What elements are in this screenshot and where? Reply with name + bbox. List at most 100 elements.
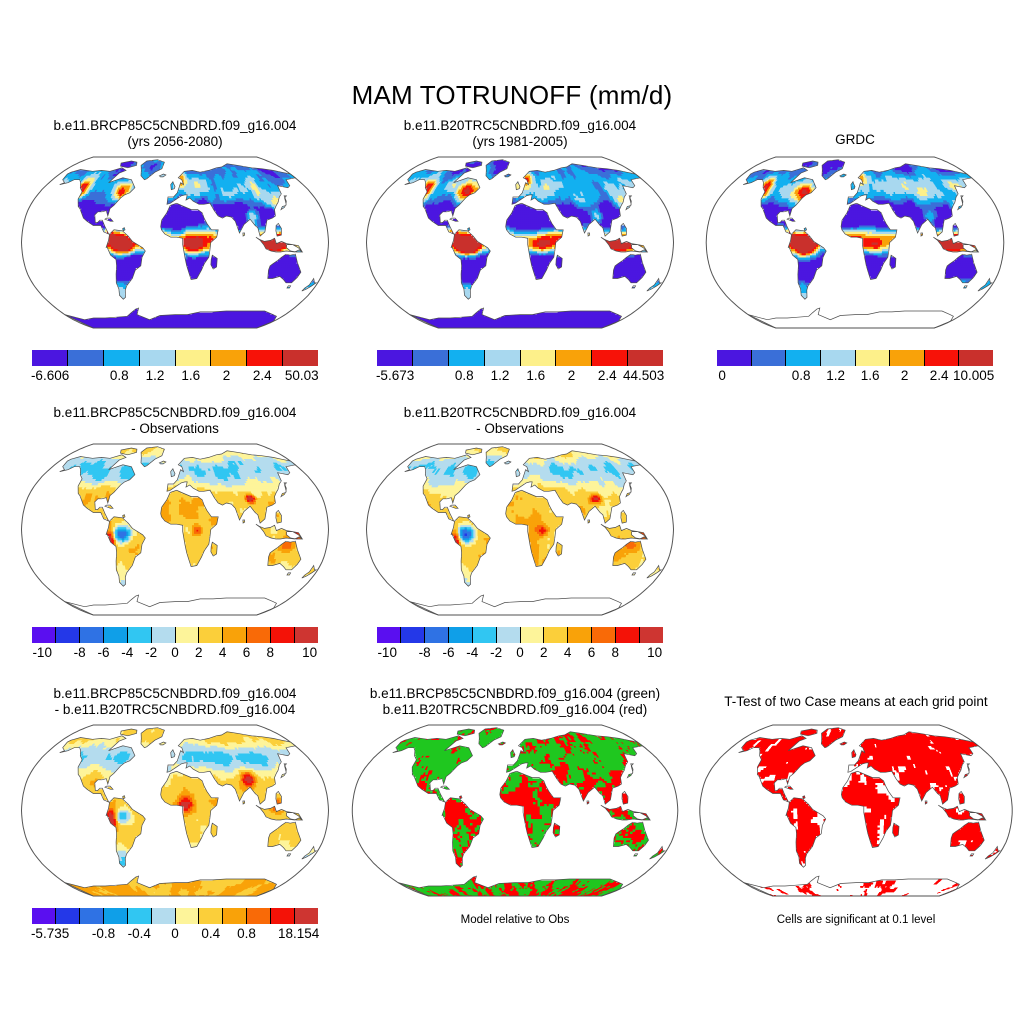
colorbar-segment <box>295 627 319 643</box>
panel-title-green-red-comparison: b.e11.BRCP85C5CNBDRD.f09_g16.004 (green)… <box>340 686 690 717</box>
colorbar-segment <box>592 350 629 366</box>
colorbar-tick-label: 50.03 <box>284 368 319 383</box>
map-rcp85-minus-observations <box>20 443 330 616</box>
colorbar-segment <box>448 627 473 643</box>
map-container-rcp85-minus-observations <box>10 437 340 622</box>
colorbar-segment <box>127 627 152 643</box>
colorbar-tick-label: 0.8 <box>109 368 129 383</box>
colorbar-segment <box>592 627 617 643</box>
colorbar-segment <box>924 350 960 366</box>
map-container-t-test-significance <box>688 718 1024 903</box>
colorbar-labels: -5.735 -0.8 -0.4 0 0.4 0.8 18.154 <box>10 926 340 942</box>
colorbar-segment <box>820 350 856 366</box>
colorbar-tick-label: 10 <box>302 645 318 660</box>
colorbar-segment <box>412 350 449 366</box>
colorbar-tick-label: 2 <box>195 645 203 660</box>
colorbar-tick-label: -10 <box>377 645 397 660</box>
map-rcp85-minus-b20trc <box>20 724 330 897</box>
colorbar-tick-label: -2 <box>145 645 158 660</box>
panel-title-line: - Observations <box>131 420 219 436</box>
colorbar-segment <box>223 627 248 643</box>
colorbar-strip <box>32 350 318 366</box>
colorbar-tick-label: -6.606 <box>30 368 70 383</box>
colorbar-segment <box>151 627 176 643</box>
page-title: MAM TOTRUNOFF (mm/d) <box>351 80 673 110</box>
colorbar-segment <box>199 908 224 924</box>
map-b20trc-minus-observations <box>365 443 675 616</box>
colorbar-tick-label: 2 <box>900 368 909 383</box>
colorbar-tick-label: 2.4 <box>929 368 949 383</box>
colorbar-tick-label: -8 <box>73 645 86 660</box>
panel-title-line: b.e11.B20TRC5CNBDRD.f09_g16.004 (red) <box>382 701 648 717</box>
map-b20trc-historical <box>365 156 675 329</box>
colorbar-segment <box>484 350 521 366</box>
colorbar-segment <box>472 627 497 643</box>
colorbar-tick-label: 1.6 <box>526 368 546 383</box>
panel-title-rcp85-future: b.e11.BRCP85C5CNBDRD.f09_g16.004 (yrs 205… <box>10 118 340 149</box>
map-container-b20trc-minus-observations <box>355 437 685 622</box>
colorbar-segment <box>32 627 56 643</box>
colorbar-segment <box>32 350 68 366</box>
colorbar-labels: -10 -8 -6 -4 -2 0 2 4 6 8 10 <box>10 645 340 661</box>
colorbar-segment <box>295 908 319 924</box>
colorbar-segment <box>223 908 248 924</box>
colorbar-strip <box>377 627 664 643</box>
colorbar-tick-label: 0 <box>516 645 524 660</box>
colorbar-strip <box>717 350 993 366</box>
map-rcp85-future <box>20 156 330 329</box>
colorbar-tick-label: 6 <box>242 645 251 660</box>
colorbar-tick-label: 1.6 <box>860 368 880 383</box>
colorbar-tick-label: 8 <box>611 645 620 660</box>
colorbar-segment <box>890 350 925 366</box>
colorbar-strip <box>377 350 663 366</box>
colorbar-segment <box>32 908 56 924</box>
colorbar-tick-label: -4 <box>121 645 134 660</box>
map-green-red-comparison <box>351 724 679 897</box>
colorbar-segment <box>400 627 425 643</box>
panel-title-rcp85-minus-observations: b.e11.BRCP85C5CNBDRD.f09_g16.004- Observ… <box>10 405 340 436</box>
colorbar-tick-label: 0.8 <box>454 368 474 383</box>
colorbar-tick-label: 1.2 <box>490 368 510 383</box>
colorbar-tick-label: 1.6 <box>181 368 201 383</box>
panel-title-line: (yrs 2056-2080) <box>127 133 223 149</box>
colorbar-segment <box>139 350 176 366</box>
colorbar-labels: 0 0.8 1.2 1.6 2 2.4 10.005 <box>695 368 1015 384</box>
caption-green-red-comparison: Model relative to Obs <box>460 914 570 926</box>
colorbar-segment <box>211 350 248 366</box>
panel-title-line: GRDC <box>835 132 875 147</box>
colorbar-segment <box>628 350 663 366</box>
colorbar-tick-label: 10.005 <box>953 368 995 383</box>
panel-title-line: T-Test of two Case means at each grid po… <box>724 694 988 709</box>
colorbar-tick-label: -4 <box>466 645 479 660</box>
colorbar-segment <box>103 908 128 924</box>
colorbar-tick-label: -8 <box>418 645 431 660</box>
colorbar-segment <box>55 908 80 924</box>
colorbar-labels: -6.606 0.8 1.2 1.6 2 2.4 50.03 <box>10 368 340 384</box>
data-field <box>745 159 992 300</box>
colorbar-segment <box>103 350 140 366</box>
colorbar-tick-label: 0 <box>718 368 726 383</box>
colorbar-segment <box>175 908 200 924</box>
panel-title-line: - b.e11.B20TRC5CNBDRD.f09_g16.004 <box>54 701 296 717</box>
colorbar-tick-label: 1.2 <box>826 368 846 383</box>
data-field <box>395 727 665 897</box>
colorbar-segment <box>377 627 401 643</box>
colorbar-tick-label: 10 <box>647 645 663 660</box>
colorbar-segment <box>247 627 272 643</box>
colorbar-segment <box>855 350 891 366</box>
colorbar-segment <box>568 627 593 643</box>
colorbar-segment <box>616 627 641 643</box>
colorbar-segment <box>55 627 80 643</box>
colorbar-tick-label: 8 <box>266 645 275 660</box>
colorbar-tick-label: 44.503 <box>623 368 665 383</box>
colorbar-tick-label: 2 <box>222 368 231 383</box>
colorbar-segment <box>283 350 318 366</box>
colorbar-labels: -10 -8 -6 -4 -2 0 2 4 6 8 10 <box>355 645 685 661</box>
colorbar-tick-label: 0.8 <box>791 368 811 383</box>
panel-title-grdc-observations: GRDC <box>695 132 1015 148</box>
panel-title-line: b.e11.BRCP85C5CNBDRD.f09_g16.004 <box>53 118 297 133</box>
panel-title-b20trc-historical: b.e11.B20TRC5CNBDRD.f09_g16.004 (yrs 1981… <box>355 118 685 149</box>
colorbar-segment <box>175 350 212 366</box>
colorbar-tick-label: 6 <box>587 645 596 660</box>
colorbar-segment <box>544 627 569 643</box>
